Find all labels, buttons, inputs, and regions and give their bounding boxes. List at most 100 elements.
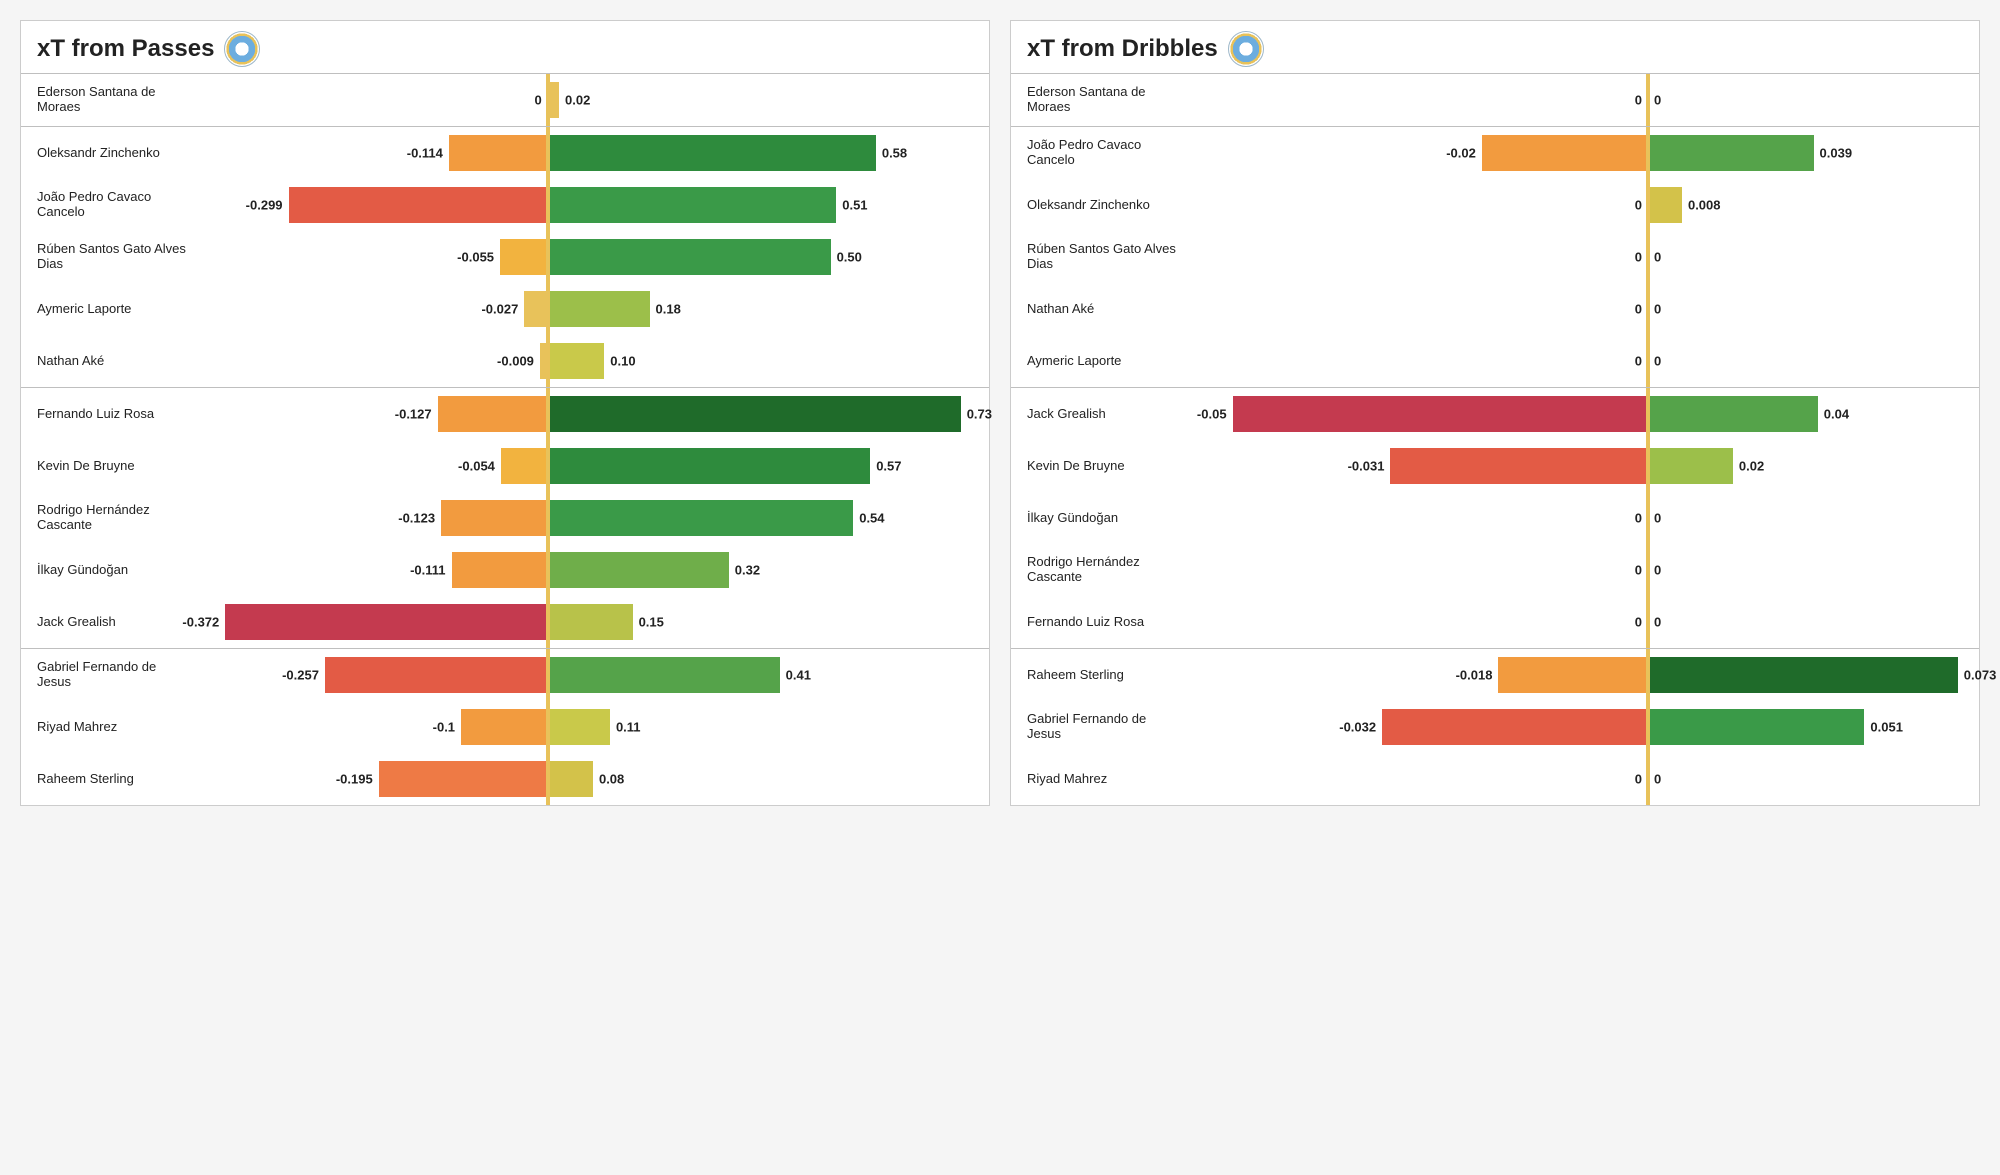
neg-value-label: 0 bbox=[1635, 250, 1642, 265]
neg-value-label: 0 bbox=[534, 93, 541, 108]
pos-side: 0 bbox=[1648, 283, 1979, 335]
player-row: Aymeric Laporte00 bbox=[1011, 335, 1979, 387]
neg-side: -0.009 bbox=[201, 335, 548, 387]
zero-line bbox=[1646, 231, 1650, 283]
neg-value-label: 0 bbox=[1635, 93, 1642, 108]
pos-value-label: 0.02 bbox=[565, 93, 590, 108]
player-row: João Pedro Cavaco Cancelo-0.2990.51 bbox=[21, 179, 989, 231]
neg-value-label: 0 bbox=[1635, 198, 1642, 213]
pos-side: 0.73 bbox=[548, 388, 989, 440]
player-group: Ederson Santana de Moraes00 bbox=[1011, 73, 1979, 126]
panel-title: xT from Passes bbox=[37, 35, 214, 63]
player-name: Nathan Aké bbox=[21, 354, 201, 369]
team-crest-icon bbox=[1228, 31, 1264, 67]
neg-value-label: 0 bbox=[1635, 615, 1642, 630]
player-name: Gabriel Fernando de Jesus bbox=[1011, 712, 1191, 742]
pos-bar bbox=[548, 239, 831, 275]
player-row: Rúben Santos Gato Alves Dias 00 bbox=[1011, 231, 1979, 283]
team-crest-icon bbox=[224, 31, 260, 67]
pos-bar bbox=[1648, 135, 1813, 171]
bar-area: 00.02 bbox=[201, 74, 989, 126]
panels-container: xT from Passes Ederson Santana de Moraes0… bbox=[20, 20, 1980, 806]
pos-bar bbox=[548, 291, 650, 327]
neg-value-label: -0.114 bbox=[407, 146, 443, 161]
zero-line bbox=[1646, 492, 1650, 544]
neg-side: -0.111 bbox=[201, 544, 548, 596]
neg-side: -0.372 bbox=[201, 596, 548, 648]
neg-bar bbox=[452, 552, 548, 588]
player-name: Raheem Sterling bbox=[1011, 668, 1191, 683]
neg-side: -0.054 bbox=[201, 440, 548, 492]
zero-line bbox=[546, 283, 550, 335]
zero-line bbox=[546, 231, 550, 283]
neg-value-label: -0.027 bbox=[481, 302, 518, 317]
neg-bar bbox=[449, 135, 548, 171]
bar-area: -0.0310.02 bbox=[1191, 440, 1979, 492]
zero-line bbox=[546, 127, 550, 179]
neg-value-label: -0.299 bbox=[246, 198, 283, 213]
pos-bar bbox=[1648, 187, 1682, 223]
pos-side: 0.04 bbox=[1648, 388, 1979, 440]
neg-bar bbox=[1482, 135, 1648, 171]
panel-header: xT from Dribbles bbox=[1011, 21, 1979, 73]
zero-line bbox=[1646, 74, 1650, 126]
player-row: Jack Grealish-0.050.04 bbox=[1011, 388, 1979, 440]
pos-value-label: 0 bbox=[1654, 93, 1661, 108]
zero-line bbox=[1646, 753, 1650, 805]
player-row: Raheem Sterling-0.0180.073 bbox=[1011, 649, 1979, 701]
pos-side: 0.08 bbox=[548, 753, 989, 805]
player-row: Nathan Aké00 bbox=[1011, 283, 1979, 335]
pos-value-label: 0 bbox=[1654, 250, 1661, 265]
pos-value-label: 0.08 bbox=[599, 772, 624, 787]
neg-side: 0 bbox=[1191, 179, 1648, 231]
player-row: İlkay Gündoğan00 bbox=[1011, 492, 1979, 544]
chart-panel: xT from Dribbles Ederson Santana de Morae… bbox=[1010, 20, 1980, 806]
zero-line bbox=[546, 544, 550, 596]
bar-area: -0.0270.18 bbox=[201, 283, 989, 335]
player-row: Ederson Santana de Moraes00.02 bbox=[21, 74, 989, 126]
pos-side: 0.32 bbox=[548, 544, 989, 596]
pos-value-label: 0 bbox=[1654, 772, 1661, 787]
bar-area: -0.10.11 bbox=[201, 701, 989, 753]
neg-side: -0.299 bbox=[201, 179, 548, 231]
neg-bar bbox=[325, 657, 548, 693]
neg-value-label: -0.05 bbox=[1197, 407, 1227, 422]
neg-side: -0.127 bbox=[201, 388, 548, 440]
neg-side: -0.05 bbox=[1191, 388, 1648, 440]
pos-side: 0.02 bbox=[548, 74, 989, 126]
pos-value-label: 0.039 bbox=[1820, 146, 1853, 161]
neg-value-label: 0 bbox=[1635, 354, 1642, 369]
neg-side: -0.195 bbox=[201, 753, 548, 805]
neg-value-label: -0.031 bbox=[1348, 459, 1385, 474]
player-row: Rodrigo Hernández Cascante00 bbox=[1011, 544, 1979, 596]
pos-side: 0 bbox=[1648, 335, 1979, 387]
neg-side: -0.055 bbox=[201, 231, 548, 283]
player-name: João Pedro Cavaco Cancelo bbox=[1011, 138, 1191, 168]
neg-side: 0 bbox=[1191, 492, 1648, 544]
chart-panel: xT from PassesEderson Santana de Moraes0… bbox=[20, 20, 990, 806]
pos-side: 0.41 bbox=[548, 649, 989, 701]
player-name: Rúben Santos Gato Alves Dias bbox=[1011, 242, 1191, 272]
bar-area: 00 bbox=[1191, 544, 1979, 596]
neg-side: -0.114 bbox=[201, 127, 548, 179]
player-group: Ederson Santana de Moraes00.02 bbox=[21, 73, 989, 126]
pos-bar bbox=[548, 343, 605, 379]
pos-value-label: 0 bbox=[1654, 563, 1661, 578]
panel-title: xT from Dribbles bbox=[1027, 35, 1218, 63]
neg-side: -0.027 bbox=[201, 283, 548, 335]
zero-line bbox=[1646, 388, 1650, 440]
neg-value-label: -0.111 bbox=[410, 563, 445, 578]
pos-side: 0.15 bbox=[548, 596, 989, 648]
player-row: Gabriel Fernando de Jesus-0.2570.41 bbox=[21, 649, 989, 701]
zero-line bbox=[546, 492, 550, 544]
player-name: Kevin De Bruyne bbox=[1011, 459, 1191, 474]
player-row: Rúben Santos Gato Alves Dias-0.055 0.50 bbox=[21, 231, 989, 283]
pos-value-label: 0 bbox=[1654, 354, 1661, 369]
player-name: Rodrigo Hernández Cascante bbox=[21, 503, 201, 533]
pos-value-label: 0.50 bbox=[837, 250, 862, 265]
bar-area: 00 bbox=[1191, 492, 1979, 544]
player-name: Rúben Santos Gato Alves Dias bbox=[21, 242, 201, 272]
pos-value-label: 0.58 bbox=[882, 146, 907, 161]
pos-side: 0.51 bbox=[548, 179, 989, 231]
pos-bar bbox=[1648, 657, 1958, 693]
